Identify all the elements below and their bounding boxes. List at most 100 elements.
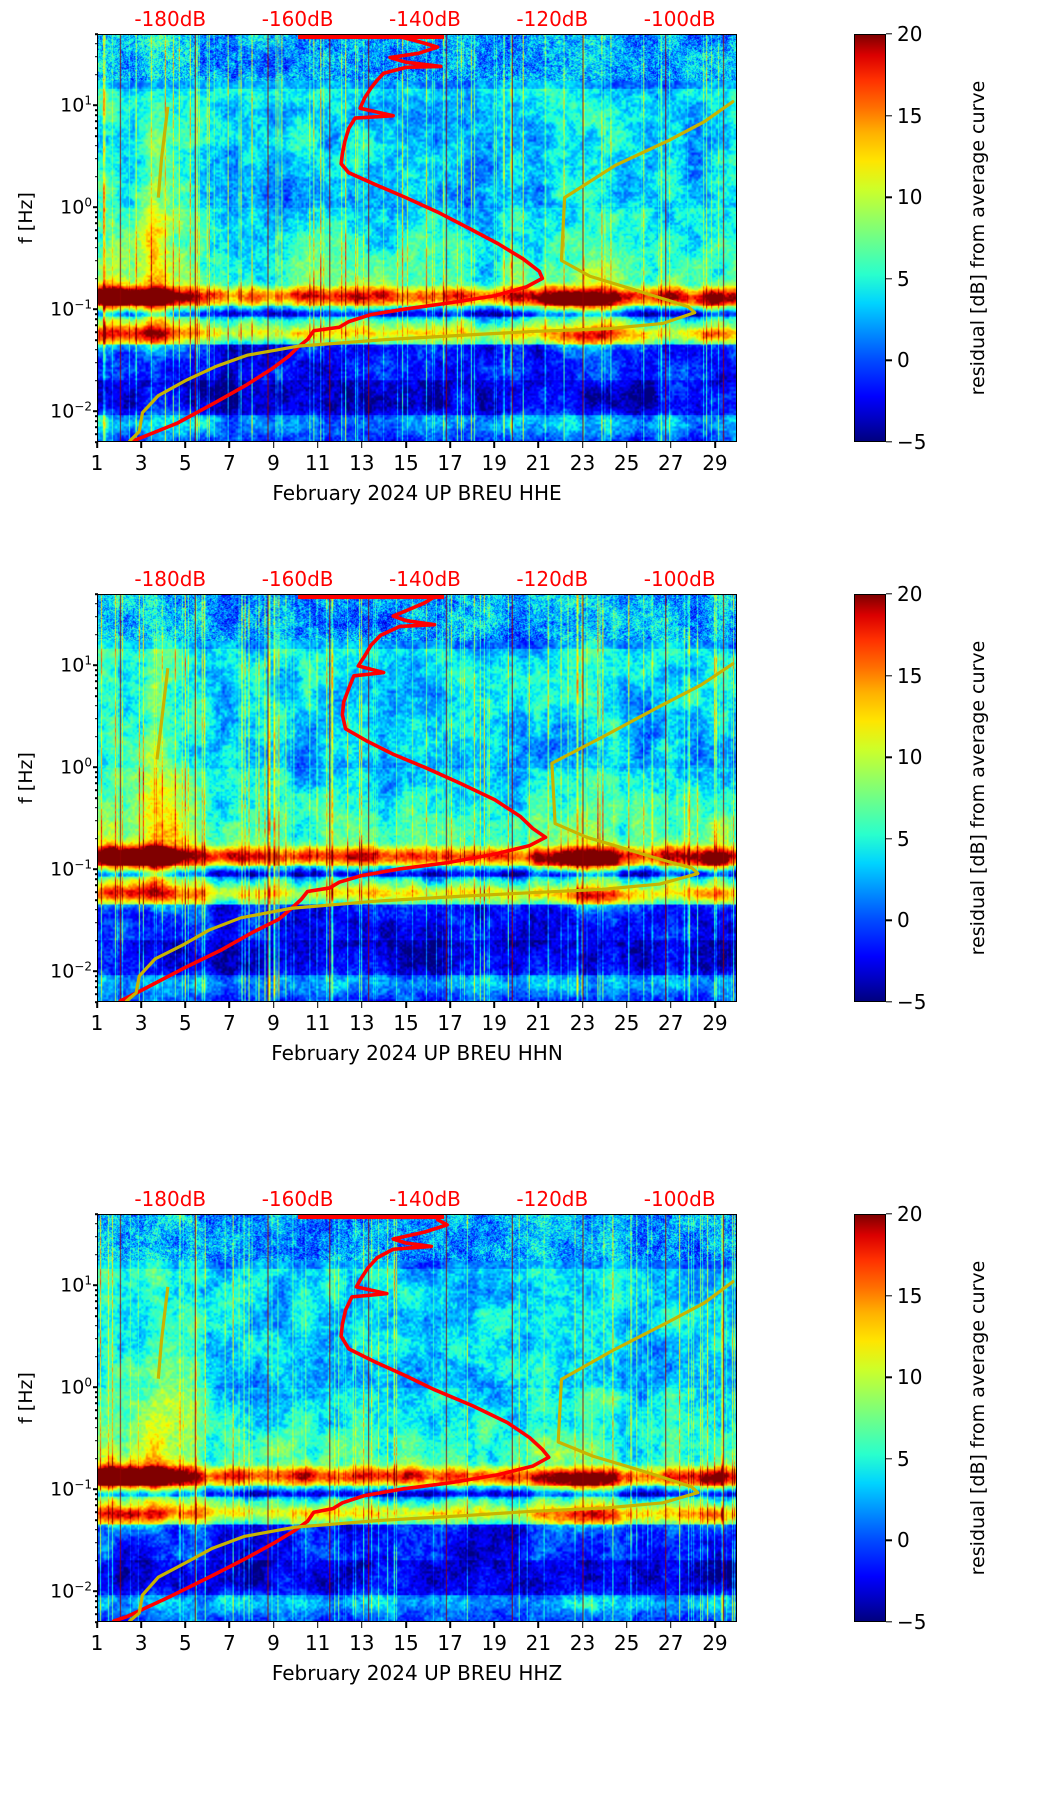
y-tick-mark-1 <box>93 206 98 209</box>
panel-title-0: February 2024 UP BREU HHE <box>272 481 562 505</box>
y-tick-minor <box>95 313 98 315</box>
plot-area-0[interactable] <box>97 34 737 442</box>
colorbar-2 <box>854 1214 886 1622</box>
y-tick-minor <box>95 735 98 738</box>
colorbar-tick-label-15: 15 <box>897 1283 923 1308</box>
db-tick-label--100: -100dB <box>643 567 716 591</box>
y-tick-minor <box>95 797 98 799</box>
x-tick-label-1: 1 <box>90 1631 104 1655</box>
y-tick-minor <box>95 229 98 231</box>
y-tick-minor <box>95 986 98 988</box>
y-tick-minor <box>95 873 98 875</box>
y-tick-minor <box>95 921 98 924</box>
spectrogram-image-2 <box>98 1215 736 1621</box>
y-tick-minor <box>95 259 98 262</box>
db-tick-label--160: -160dB <box>261 7 334 31</box>
x-tick-mark-21 <box>537 1002 540 1008</box>
x-tick-label-29: 29 <box>702 451 728 475</box>
y-tick-minor <box>95 145 98 147</box>
y-tick-minor <box>95 993 98 995</box>
y-tick-minor <box>95 175 98 178</box>
x-tick-mark-23 <box>581 1622 584 1628</box>
db-tick-label--180: -180dB <box>134 567 207 591</box>
x-tick-mark-29 <box>714 1622 716 1628</box>
y-tick-mark-2 <box>93 308 98 311</box>
panel-title-1: February 2024 UP BREU HHN <box>271 1041 563 1065</box>
y-tick-mark-2 <box>93 868 98 871</box>
y-tick-minor <box>95 1289 98 1291</box>
y-tick-minor <box>95 1325 98 1327</box>
colorbar-tick-15 <box>886 114 892 117</box>
y-tick-minor <box>95 1427 98 1429</box>
y-tick-minor <box>95 909 98 911</box>
colorbar-tick-label-10: 10 <box>897 745 923 770</box>
colorbar-tick-label-10: 10 <box>897 1365 923 1390</box>
x-tick-mark-17 <box>449 1622 451 1628</box>
db-tick-label--100: -100dB <box>643 1187 716 1211</box>
y-tick-minor <box>95 1337 98 1340</box>
colorbar-tick--5 <box>886 1621 892 1623</box>
x-tick-mark-7 <box>228 1622 231 1628</box>
y-tick-minor <box>95 33 98 35</box>
db-tick-label--120: -120dB <box>516 7 589 31</box>
plot-area-2[interactable] <box>97 1214 737 1622</box>
colorbar-tick-10 <box>886 1376 892 1378</box>
x-tick-label-21: 21 <box>525 1011 552 1035</box>
colorbar-tick-label-5: 5 <box>897 826 910 851</box>
y-tick-minor <box>95 771 98 773</box>
y-tick-minor <box>95 878 98 880</box>
y-tick-minor <box>95 717 98 720</box>
spectrogram-panel-hhn: -180dB -160dB -140dB -120dB -100dB f [Hz] 10… <box>0 560 1052 1120</box>
colorbar-tick-label--5: −5 <box>897 1610 927 1634</box>
x-tick-mark-7 <box>228 1002 231 1008</box>
x-tick-mark-27 <box>669 1002 672 1008</box>
y-tick-minor <box>95 1519 98 1521</box>
y-tick-mark-3 <box>93 970 98 973</box>
x-tick-label-15: 15 <box>393 1011 419 1035</box>
y-tick-minor <box>95 1498 98 1500</box>
colorbar-tick-label-15: 15 <box>897 103 923 128</box>
y-tick-label-2: 10−1 <box>50 1477 92 1501</box>
y-tick-minor <box>95 1493 98 1495</box>
x-tick-label-25: 25 <box>613 1631 640 1655</box>
x-tick-mark-17 <box>449 1002 451 1008</box>
db-tick-label--120: -120dB <box>516 567 589 591</box>
y-tick-minor <box>95 1606 98 1608</box>
y-tick-minor <box>95 674 98 676</box>
y-tick-minor <box>95 324 98 326</box>
x-tick-label-17: 17 <box>437 451 463 475</box>
y-tick-minor <box>95 615 98 618</box>
colorbar-tick-5 <box>886 278 892 280</box>
colorbar-tick-0 <box>886 1539 892 1542</box>
y-tick-minor <box>95 109 98 111</box>
x-tick-mark-11 <box>316 1002 319 1008</box>
x-tick-mark-9 <box>272 442 275 448</box>
x-tick-label-17: 17 <box>437 1011 463 1035</box>
colorbar-tick-15 <box>886 1294 892 1297</box>
colorbar-tick-label-20: 20 <box>897 1202 923 1226</box>
colorbar-title-1: residual [dB] from average curve <box>967 640 989 956</box>
spectrogram-image-0 <box>98 35 736 441</box>
x-tick-label-21: 21 <box>525 1631 552 1655</box>
x-tick-label-23: 23 <box>569 451 596 475</box>
colorbar-tick-label-5: 5 <box>897 266 910 291</box>
x-tick-label-23: 23 <box>569 1631 596 1655</box>
x-tick-label-1: 1 <box>90 1011 104 1035</box>
plot-area-1[interactable] <box>97 594 737 1002</box>
y-tick-minor <box>95 1529 98 1531</box>
x-tick-mark-5 <box>184 442 187 448</box>
y-tick-minor <box>95 891 98 893</box>
y-tick-minor <box>95 1300 98 1302</box>
x-tick-mark-15 <box>405 1622 407 1628</box>
y-tick-minor <box>95 73 98 76</box>
db-tick-label--180: -180dB <box>134 7 207 31</box>
y-tick-minor <box>95 1457 98 1460</box>
y-tick-label-1: 100 <box>60 755 92 779</box>
x-tick-label-23: 23 <box>569 1011 596 1035</box>
y-tick-minor <box>95 687 98 689</box>
y-tick-mark-1 <box>93 1386 98 1389</box>
x-tick-mark-1 <box>96 442 98 448</box>
x-tick-mark-25 <box>625 1002 628 1008</box>
y-tick-label-0: 101 <box>60 653 92 677</box>
colorbar-tick-label-15: 15 <box>897 663 923 688</box>
